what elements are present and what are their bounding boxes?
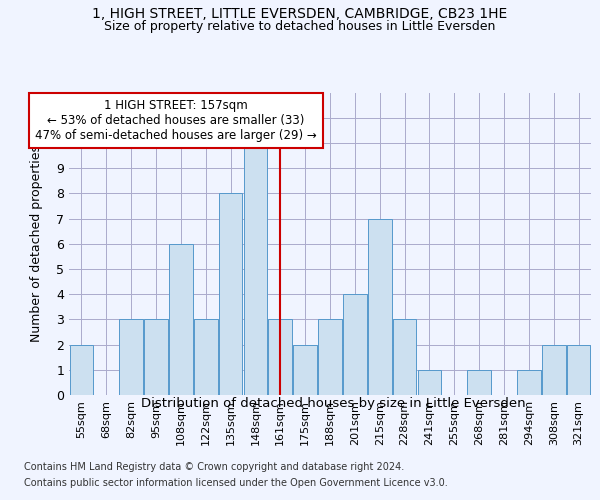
Text: Contains HM Land Registry data © Crown copyright and database right 2024.: Contains HM Land Registry data © Crown c… bbox=[24, 462, 404, 472]
Bar bbox=[393, 320, 416, 395]
Text: 1, HIGH STREET, LITTLE EVERSDEN, CAMBRIDGE, CB23 1HE: 1, HIGH STREET, LITTLE EVERSDEN, CAMBRID… bbox=[92, 8, 508, 22]
Bar bbox=[542, 344, 566, 395]
Bar bbox=[343, 294, 367, 395]
Bar bbox=[467, 370, 491, 395]
Bar bbox=[194, 320, 218, 395]
Bar bbox=[268, 320, 292, 395]
Bar bbox=[119, 320, 143, 395]
Bar bbox=[144, 320, 168, 395]
Bar bbox=[418, 370, 441, 395]
Bar bbox=[567, 344, 590, 395]
Text: Distribution of detached houses by size in Little Eversden: Distribution of detached houses by size … bbox=[140, 398, 526, 410]
Bar bbox=[169, 244, 193, 395]
Bar bbox=[219, 194, 242, 395]
Bar bbox=[517, 370, 541, 395]
Y-axis label: Number of detached properties: Number of detached properties bbox=[30, 145, 43, 342]
Bar bbox=[293, 344, 317, 395]
Text: Size of property relative to detached houses in Little Eversden: Size of property relative to detached ho… bbox=[104, 20, 496, 33]
Text: Contains public sector information licensed under the Open Government Licence v3: Contains public sector information licen… bbox=[24, 478, 448, 488]
Bar bbox=[368, 218, 392, 395]
Bar bbox=[244, 143, 267, 395]
Text: 1 HIGH STREET: 157sqm
← 53% of detached houses are smaller (33)
47% of semi-deta: 1 HIGH STREET: 157sqm ← 53% of detached … bbox=[35, 99, 317, 142]
Bar bbox=[70, 344, 93, 395]
Bar bbox=[318, 320, 342, 395]
